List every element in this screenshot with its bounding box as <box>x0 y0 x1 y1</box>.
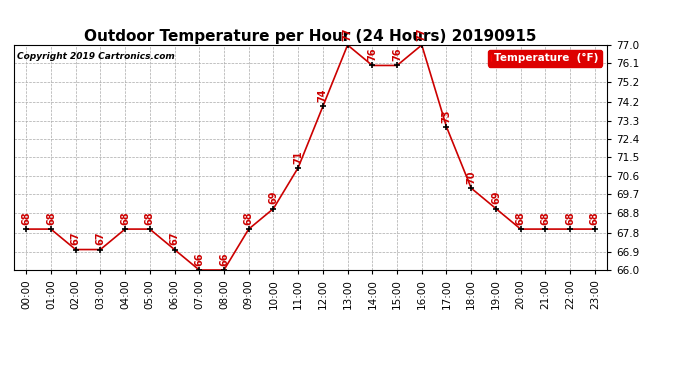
Text: 66: 66 <box>195 252 204 266</box>
Text: 68: 68 <box>46 211 56 225</box>
Text: 69: 69 <box>268 191 278 204</box>
Text: 73: 73 <box>442 109 451 123</box>
Text: 70: 70 <box>466 171 476 184</box>
Text: 76: 76 <box>367 48 377 61</box>
Text: 68: 68 <box>515 211 526 225</box>
Text: 77: 77 <box>417 27 426 41</box>
Text: 69: 69 <box>491 191 501 204</box>
Text: 68: 68 <box>145 211 155 225</box>
Text: 71: 71 <box>293 150 303 164</box>
Text: 68: 68 <box>565 211 575 225</box>
Text: 74: 74 <box>318 89 328 102</box>
Text: 77: 77 <box>343 27 353 41</box>
Text: 68: 68 <box>244 211 254 225</box>
Legend: Temperature  (°F): Temperature (°F) <box>489 50 602 66</box>
Text: 66: 66 <box>219 252 229 266</box>
Title: Outdoor Temperature per Hour (24 Hours) 20190915: Outdoor Temperature per Hour (24 Hours) … <box>84 29 537 44</box>
Text: Copyright 2019 Cartronics.com: Copyright 2019 Cartronics.com <box>17 52 175 61</box>
Text: 76: 76 <box>392 48 402 61</box>
Text: 67: 67 <box>95 232 106 245</box>
Text: 68: 68 <box>21 211 31 225</box>
Text: 67: 67 <box>70 232 81 245</box>
Text: 68: 68 <box>540 211 551 225</box>
Text: 67: 67 <box>170 232 179 245</box>
Text: 68: 68 <box>590 211 600 225</box>
Text: 68: 68 <box>120 211 130 225</box>
